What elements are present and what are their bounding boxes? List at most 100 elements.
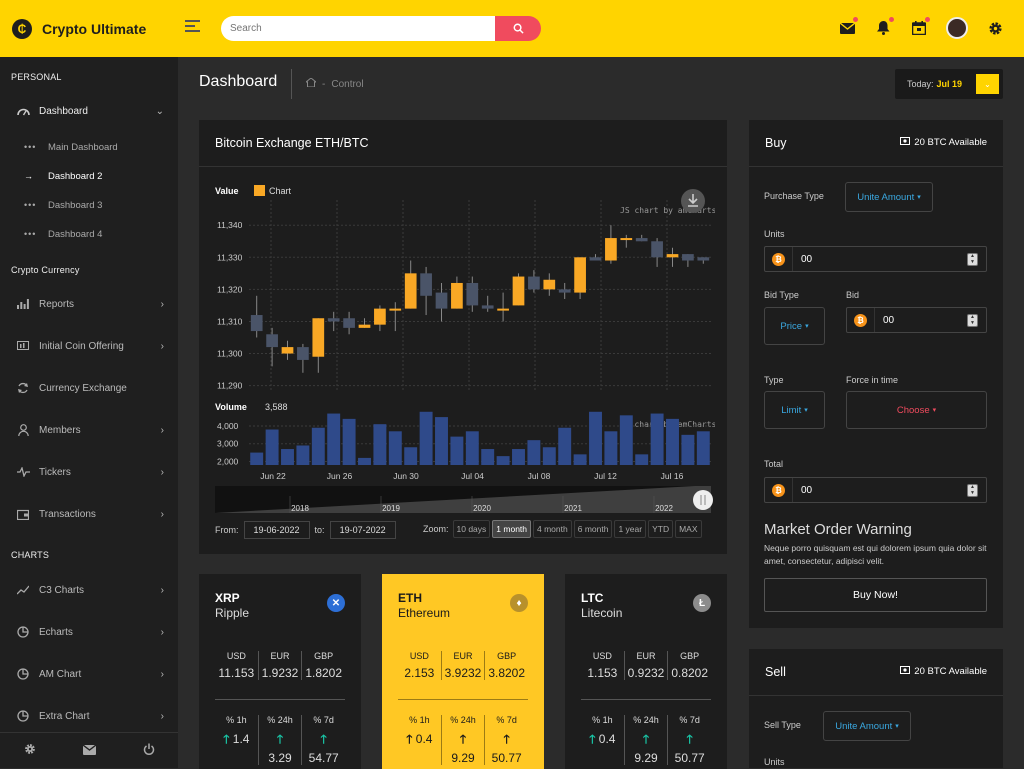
from-date-input[interactable]: 19-06-2022: [243, 521, 310, 539]
mail-icon[interactable]: [82, 742, 96, 760]
type-dropdown[interactable]: Limit ▾: [764, 391, 825, 429]
volume-bar: [619, 415, 633, 465]
arrow-right-icon: →: [24, 171, 33, 181]
volume-bar: [527, 440, 541, 465]
sidebar-item-dashboard[interactable]: Dashboard ⌄: [0, 96, 178, 126]
sidebar-item-members[interactable]: Members ›: [0, 415, 178, 445]
zoom-1-month[interactable]: 1 month: [492, 520, 532, 538]
home-icon[interactable]: [304, 77, 318, 90]
zoom-max[interactable]: MAX: [675, 520, 702, 538]
stepper-icon[interactable]: ▲ ▼: [967, 252, 978, 266]
stepper-icon[interactable]: ▲ ▼: [967, 483, 978, 497]
sidebar-subitem-main-dashboard[interactable]: ••• Main Dashboard: [24, 141, 118, 153]
volume-label: Volume: [215, 402, 247, 412]
volume-bar: [358, 457, 371, 465]
app-title: Crypto Ultimate: [42, 20, 147, 37]
power-icon[interactable]: [143, 742, 155, 760]
sidebar-item-ico[interactable]: Initial Coin Offering ›: [0, 331, 178, 361]
buy-title: Buy: [765, 136, 787, 150]
units-input[interactable]: ₿ 00 ▲ ▼: [764, 246, 987, 272]
scrollbar-year-label: 2019: [382, 504, 400, 513]
zoom-ytd[interactable]: YTD: [648, 520, 674, 538]
menu-toggle-icon[interactable]: [185, 20, 200, 35]
sidebar-subitem-dashboard-4[interactable]: ••• Dashboard 4: [24, 228, 103, 240]
sidebar-item-am-chart[interactable]: AM Chart ›: [0, 659, 178, 689]
scrollbar-grip-icon: [693, 490, 713, 510]
top-bar: ₵ Crypto Ultimate: [0, 0, 1024, 57]
purchase-type-dropdown[interactable]: Unite Amount ▾: [845, 182, 933, 212]
zoom-4-month[interactable]: 4 month: [533, 520, 572, 538]
sidebar-item-transactions[interactable]: Transactions ›: [0, 499, 178, 529]
candle: [327, 318, 340, 322]
candle: [404, 273, 417, 309]
app-logo[interactable]: ₵ Crypto Ultimate: [0, 0, 178, 57]
sidebar: PERSONAL Dashboard ⌄ ••• Main Dashboard →…: [0, 57, 178, 768]
volume-bar: [604, 431, 618, 465]
candle: [374, 308, 386, 325]
sidebar-item-reports[interactable]: Reports ›: [0, 289, 178, 319]
volume-bar: [589, 411, 602, 465]
total-input[interactable]: ₿ 00 ▲ ▼: [764, 477, 987, 503]
zoom-10-days[interactable]: 10 days: [452, 520, 491, 538]
sell-type-label: Sell Type: [764, 720, 801, 730]
sell-available: 20 BTC Available: [900, 666, 987, 677]
coin-card-eth[interactable]: ETH Ethereum ♦ USD 2.153 EUR 3.9232 GBP 3.8…: [382, 574, 544, 769]
bid-type-dropdown[interactable]: Price ▾: [764, 307, 825, 345]
gauge-icon: [16, 104, 30, 118]
date-picker-button[interactable]: ⌄: [976, 74, 999, 94]
chevron-right-icon: ›: [160, 298, 164, 310]
candle: [497, 308, 509, 311]
to-date-input[interactable]: 19-07-2022: [329, 521, 396, 539]
exchange-chart[interactable]: Value Chart 11,340 11,330 11,320 11,310 11,300…: [215, 178, 715, 543]
calendar-icon[interactable]: [910, 17, 930, 37]
search-input[interactable]: [221, 16, 495, 41]
bid-input[interactable]: ₿ 00 ▲ ▼: [846, 307, 987, 333]
bar-chart-icon: [16, 297, 30, 311]
download-icon-glyph: [688, 194, 698, 207]
coin-card-xrp[interactable]: XRP Ripple ✕ USD 11.153 EUR 1.9232 GBP 1.82…: [199, 574, 361, 769]
dots-icon: •••: [24, 142, 37, 152]
candle: [682, 254, 694, 261]
sidebar-item-currency-exchange[interactable]: Currency Exchange: [0, 373, 178, 403]
candle: [420, 273, 432, 296]
volume-bar: [650, 413, 664, 465]
chevron-right-icon: ›: [160, 424, 164, 436]
money-icon: [900, 137, 911, 148]
buy-now-button[interactable]: Buy Now!: [764, 578, 987, 612]
volume-bar: [327, 413, 341, 465]
sidebar-item-extra-chart[interactable]: Extra Chart ›: [0, 701, 178, 731]
volume-bar: [404, 447, 418, 465]
wallet-icon: [16, 507, 30, 521]
sidebar-subitem-dashboard-3[interactable]: ••• Dashboard 3: [24, 199, 103, 211]
candle: [481, 305, 494, 309]
scrollbar-year-label: 2020: [473, 504, 491, 513]
gear-icon[interactable]: [986, 19, 1004, 37]
zoom-1-year[interactable]: 1 year: [614, 520, 647, 538]
force-dropdown[interactable]: Choose ▾: [846, 391, 987, 429]
candle: [558, 289, 571, 293]
stepper-icon[interactable]: ▲ ▼: [967, 313, 978, 327]
sidebar-item-tickers[interactable]: Tickers ›: [0, 457, 178, 487]
search-button[interactable]: [495, 16, 541, 41]
scrollbar-trend: [215, 486, 711, 513]
zoom-6-month[interactable]: 6 month: [573, 520, 613, 538]
sidebar-item-c3-charts[interactable]: C3 Charts ›: [0, 575, 178, 605]
coin-card-ltc[interactable]: LTC Litecoin Ł USD 1.153 EUR 0.9232 GBP 0.8…: [565, 574, 727, 769]
mail-icon[interactable]: [838, 17, 858, 37]
sidebar-item-echarts[interactable]: Echarts ›: [0, 617, 178, 647]
x-tick-label: Jul 12: [594, 471, 617, 481]
candle: [543, 279, 556, 290]
bell-icon[interactable]: [874, 17, 894, 37]
user-avatar[interactable]: [946, 17, 968, 39]
total-label: Total: [764, 459, 784, 469]
pie-chart-icon: [16, 667, 30, 681]
bid-type-label: Bid Type: [764, 290, 799, 300]
price-tick-label: 11,340: [217, 220, 243, 230]
user-icon: [16, 423, 30, 437]
volume-bar: [481, 449, 495, 465]
sell-type-dropdown[interactable]: Unite Amount ▾: [823, 711, 911, 741]
settings-icon[interactable]: [24, 742, 36, 760]
arrow-up-icon: 🡑: [320, 732, 327, 746]
sidebar-subitem-dashboard-2[interactable]: → Dashboard 2: [24, 170, 103, 182]
force-label: Force in time: [846, 375, 899, 385]
